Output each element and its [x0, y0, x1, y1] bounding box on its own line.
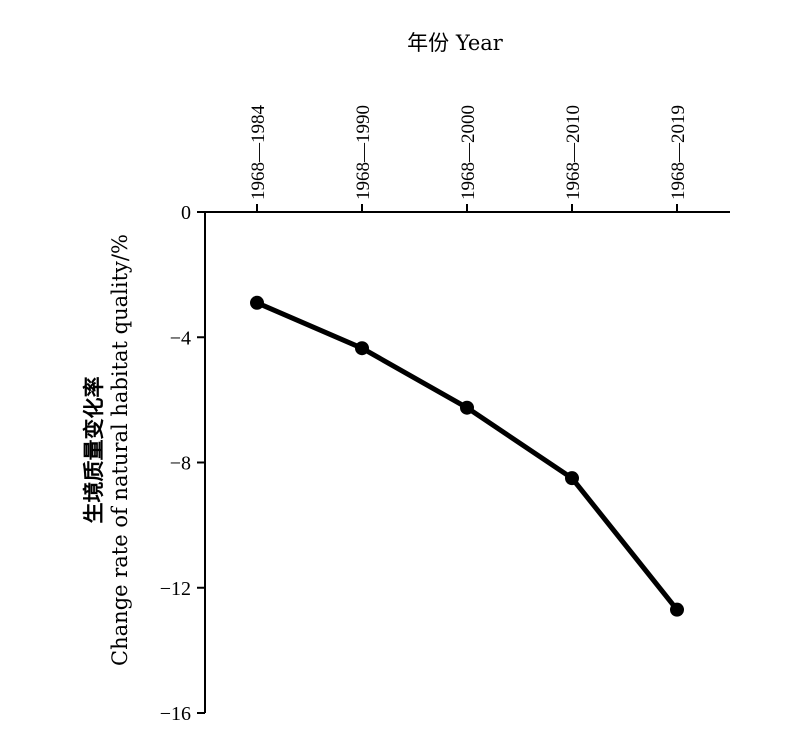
- x-axis-title: 年份 Year: [407, 31, 504, 55]
- y-tick-label-1: −4: [170, 327, 191, 349]
- x-tick-label-3: 1968—2010: [563, 105, 584, 200]
- data-point-2: [460, 400, 474, 415]
- y-axis-title-group: 生境质量变化率 Change rate of natural habitat q…: [82, 234, 132, 666]
- data-point-3: [565, 471, 579, 486]
- series-layer: [250, 295, 684, 617]
- data-point-4: [670, 602, 684, 617]
- x-tick-label-0: 1968—1984: [248, 105, 269, 201]
- y-axis-title: Change rate of natural habitat quality/%: [108, 234, 132, 666]
- x-tick-label-2: 1968—2000: [458, 105, 479, 200]
- series-line-0: [254, 300, 680, 613]
- y-tick-label-2: −8: [170, 453, 191, 475]
- y-ticks: 0 −4 −8 −12 −16: [160, 202, 205, 725]
- x-tick-label-1: 1968—1990: [353, 105, 374, 200]
- x-ticks: 1968—1984 1968—1990 1968—2000 1968—2010 1968…: [248, 105, 689, 212]
- y-axis-title-chinese: 生境质量变化率: [82, 377, 106, 524]
- y-tick-label-3: −12: [160, 578, 191, 600]
- y-tick-label-4: −16: [160, 703, 191, 725]
- y-tick-label-0: 0: [181, 202, 191, 224]
- data-point-1: [355, 341, 369, 356]
- data-point-0: [250, 295, 264, 310]
- x-tick-label-4: 1968—2019: [668, 105, 689, 200]
